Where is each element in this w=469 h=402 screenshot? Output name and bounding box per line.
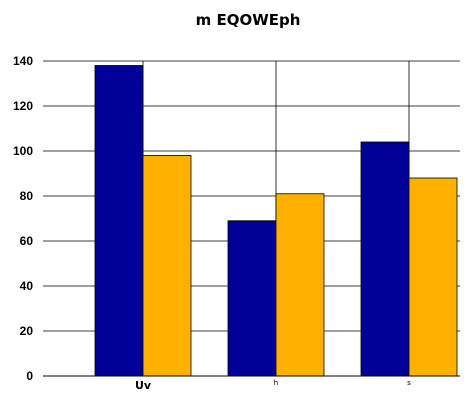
- x-tick-label: Uv: [135, 379, 152, 392]
- bar-series-2-s: [408, 177, 458, 377]
- bar-series-1-Uv: [94, 65, 144, 377]
- y-tick-label: 60: [20, 234, 34, 248]
- x-tick-label: s: [407, 379, 411, 387]
- y-tick-label: 120: [13, 99, 33, 113]
- x-tick-label: h: [274, 379, 278, 387]
- y-axis-tick-labels: 0 20 40 60 80 100 120 140: [13, 54, 33, 383]
- bar-series-2-Uv: [142, 155, 192, 377]
- chart-title: m EQOWEph: [196, 11, 301, 29]
- y-tick-label: 20: [20, 324, 34, 338]
- bar-series-1-s: [360, 141, 410, 377]
- y-tick-label: 0: [26, 369, 33, 383]
- y-tick-label: 80: [20, 189, 34, 203]
- y-tick-label: 40: [20, 279, 34, 293]
- bar-series-1-h: [227, 220, 277, 377]
- y-tick-label: 140: [13, 54, 33, 68]
- y-tick-label: 100: [13, 144, 33, 158]
- x-axis-tick-labels: Uv h s: [135, 379, 411, 392]
- bar-series-2-h: [275, 193, 325, 377]
